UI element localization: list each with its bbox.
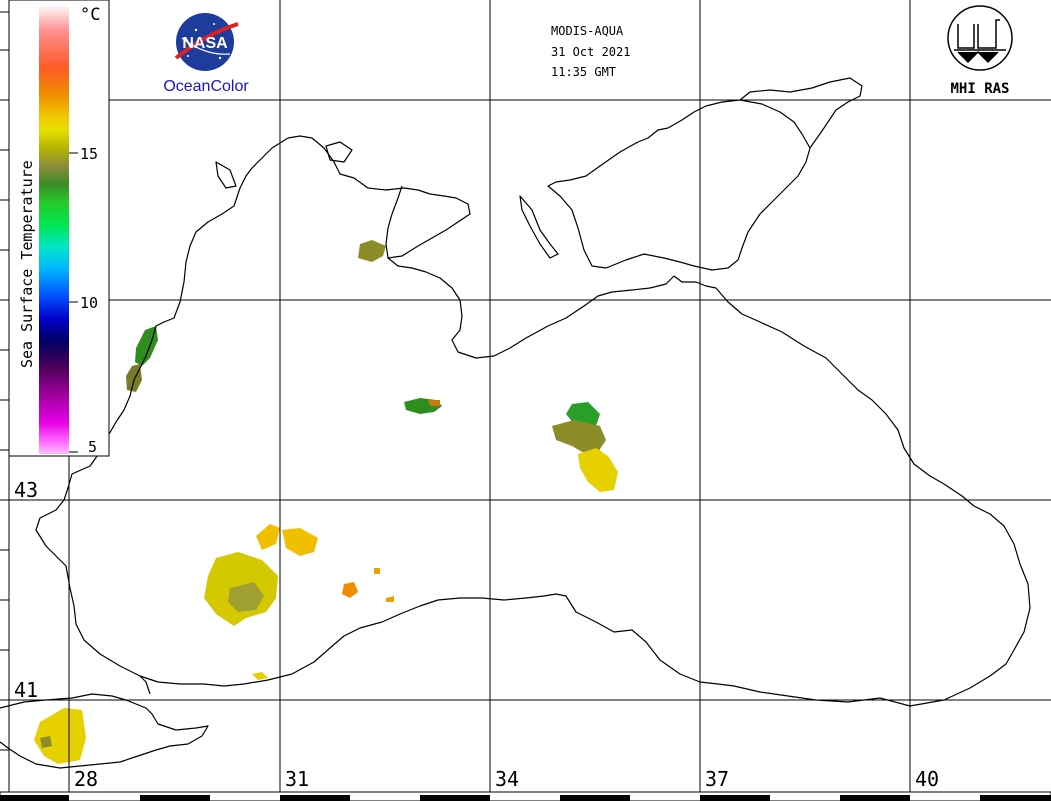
bottom-scale [0, 791, 1051, 801]
sst-patch-sw-gold-top [282, 528, 318, 556]
coastline-liman-1 [325, 141, 353, 163]
coastline-crimea [385, 185, 675, 359]
coastline-bosporus [139, 675, 151, 695]
coastline-liman-2 [215, 161, 237, 189]
left-frame-ticks [0, 0, 10, 792]
mhi-ras-logo [947, 5, 1013, 71]
colorbar-tick-label-10: 10 [80, 294, 98, 312]
colorbar-gradient [39, 4, 69, 454]
sst-patches [34, 240, 618, 764]
coastline [0, 77, 1031, 769]
sst-patch-sw-gold-small [256, 524, 280, 550]
sst-patch-small-3 [252, 672, 268, 680]
nasa-logo-text: NASA [182, 35, 228, 52]
lon-label-34: 34 [495, 767, 519, 791]
colorbar-tick-label-5: 5 [88, 438, 97, 456]
oceancolor-label: OceanColor [163, 78, 249, 95]
coastline-don [739, 77, 863, 149]
lat-label-43: 43 [14, 478, 38, 502]
sst-patch-sw-olive [228, 582, 264, 612]
coastline-sivash [519, 195, 559, 259]
sst-patch-east-olive [552, 420, 606, 452]
sst-patch-small-1 [374, 568, 380, 574]
lon-label-37: 37 [705, 767, 729, 791]
coastline-west-south [35, 137, 1031, 707]
lon-label-40: 40 [915, 767, 939, 791]
date-label: 31 Oct 2021 [551, 45, 630, 59]
sst-patch-marmara-olive [40, 736, 52, 748]
lon-label-28: 28 [74, 767, 98, 791]
coastline-marmara [0, 693, 209, 769]
sst-patch-small-2 [386, 596, 394, 602]
sst-patch-orange [342, 582, 358, 598]
sst-patch-central-orange [428, 400, 440, 406]
sst-patch-danube-green [135, 326, 158, 366]
colorbar-tick-label-15: 15 [80, 145, 98, 163]
sst-patch-east-green [566, 402, 600, 426]
mhi-ras-label: MHI RAS [950, 81, 1009, 97]
nasa-logo: NASA [174, 13, 239, 71]
colorbar-unit: °C [80, 5, 100, 25]
colorbar-title: Sea Surface Temperature [18, 160, 36, 368]
sst-patch-east-yellow [578, 448, 618, 492]
lat-label-41: 41 [14, 678, 38, 702]
colorbar-ticks [69, 152, 78, 453]
sst-patch-nw-olive [358, 240, 386, 262]
sensor-label: MODIS-AQUA [551, 24, 624, 38]
coastline-azov [547, 99, 811, 271]
time-label: 11:35 GMT [551, 65, 616, 79]
lon-label-31: 31 [285, 767, 309, 791]
sst-patch-marmara [34, 708, 86, 764]
